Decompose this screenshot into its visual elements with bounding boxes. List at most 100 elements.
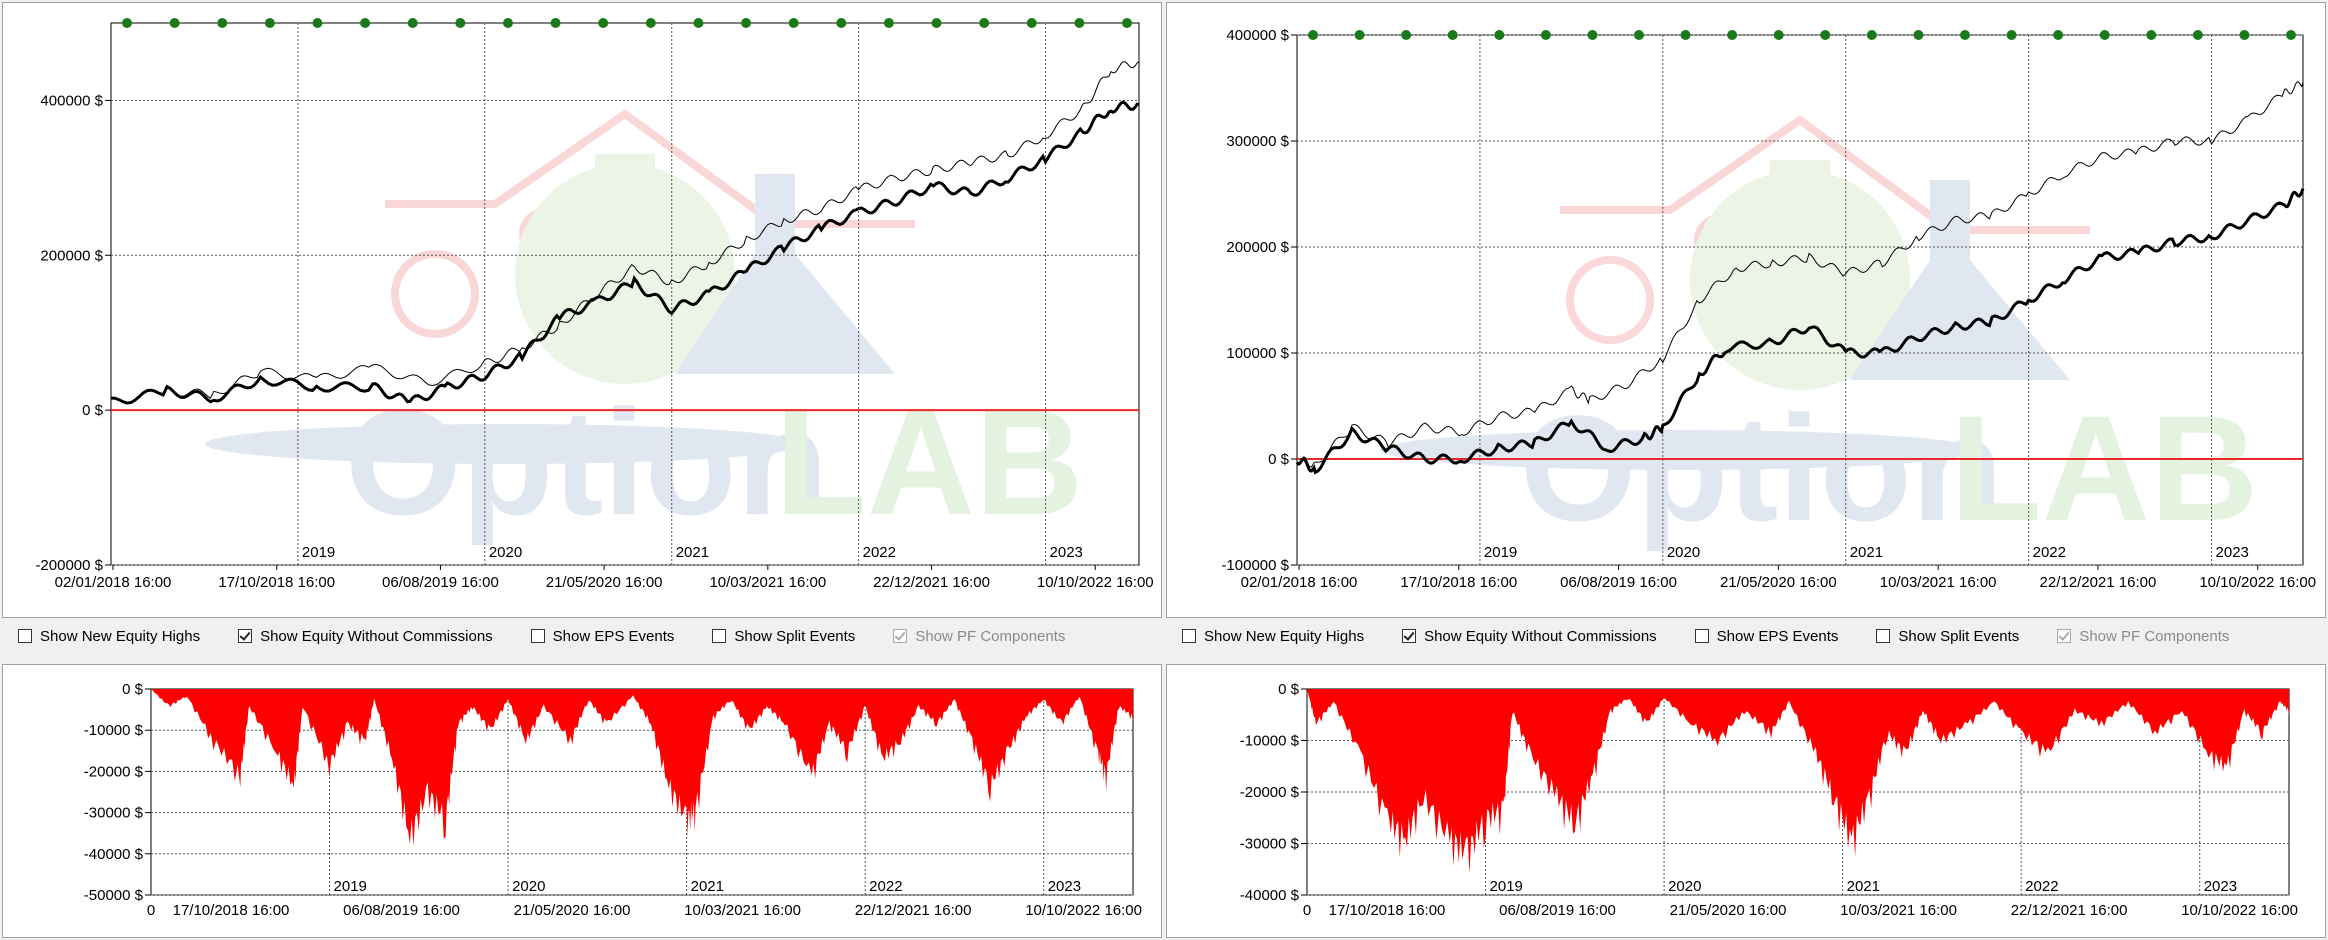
checkbox-new-equity-highs[interactable]: Show New Equity Highs xyxy=(18,628,200,645)
checkbox-box[interactable] xyxy=(18,629,32,643)
checkbox-new-equity-highs[interactable]: Show New Equity Highs xyxy=(1182,628,1364,645)
equity-without-commissions-line xyxy=(110,61,1140,404)
event-marker xyxy=(502,18,513,28)
y-tick-label: -40000 $ xyxy=(1240,887,1300,904)
event-marker xyxy=(2006,30,2017,40)
checkbox-split-events[interactable]: Show Split Events xyxy=(1876,628,2019,645)
year-label: 2021 xyxy=(1850,544,1883,561)
y-tick-label: -50000 $ xyxy=(84,887,144,904)
year-label: 2019 xyxy=(334,878,367,895)
y-tick-label: -200000 $ xyxy=(35,557,103,574)
drawdown-chart-right: 0 $ -10000 $ -20000 $ -30000 $ -40000 $ 2019 2… xyxy=(1240,681,2298,919)
year-label: 2020 xyxy=(489,544,522,561)
event-marker xyxy=(2146,30,2157,40)
watermark-beaker xyxy=(675,174,895,374)
y-tick-label: 300000 $ xyxy=(1226,133,1289,150)
event-marker xyxy=(1913,30,1924,40)
event-marker xyxy=(693,18,704,28)
y-tick-label: 0 $ xyxy=(82,402,104,419)
checkbox-label: Show PF Components xyxy=(2079,627,2230,645)
event-marker xyxy=(2099,30,2110,40)
watermark-flask xyxy=(1690,170,1910,390)
x-tick-label: 10/10/2022 16:00 xyxy=(1037,574,1154,591)
event-marker xyxy=(2053,30,2064,40)
event-marker xyxy=(1122,18,1132,28)
watermark-node xyxy=(519,208,571,260)
x-tick-label: 22/12/2021 16:00 xyxy=(855,902,972,919)
event-marker xyxy=(1354,30,1365,40)
event-marker xyxy=(1634,30,1644,40)
x-tick-label: 17/10/2018 16:00 xyxy=(1400,574,1517,591)
year-label: 2021 xyxy=(1847,878,1880,895)
event-marker xyxy=(883,18,894,28)
checkbox-label: Show EPS Events xyxy=(552,627,675,645)
checkbox-box[interactable] xyxy=(238,629,253,643)
event-marker xyxy=(1866,30,1877,40)
equity-without-commissions-line xyxy=(1296,81,2304,468)
x-tick-label: 10/03/2021 16:00 xyxy=(1880,574,1997,591)
x-tick-label: 10/10/2022 16:00 xyxy=(2181,902,2298,919)
watermark-roof xyxy=(385,109,915,228)
equity-line xyxy=(110,100,1139,405)
checkbox-eps-events[interactable]: Show EPS Events xyxy=(530,627,675,645)
event-marker xyxy=(1727,30,1738,40)
year-label: 2019 xyxy=(302,544,335,561)
y-tick-label: -20000 $ xyxy=(1240,784,1300,801)
year-label: 2020 xyxy=(1667,544,1700,561)
event-marker xyxy=(1074,18,1085,28)
event-marker xyxy=(2286,30,2296,40)
watermark-node xyxy=(1694,214,1746,266)
checkbox-box[interactable] xyxy=(1694,629,1709,643)
event-marker xyxy=(312,18,323,28)
watermark-flask xyxy=(515,164,735,384)
checkbox-label: Show Equity Without Commissions xyxy=(260,627,493,645)
x-tick-label: 21/05/2020 16:00 xyxy=(1720,574,1837,591)
checkbox-box[interactable] xyxy=(1182,629,1196,643)
y-tick-label: 0 $ xyxy=(1278,681,1300,698)
event-marker xyxy=(550,18,561,28)
x-tick-label: 06/08/2019 16:00 xyxy=(1499,902,1616,919)
checkbox-equity-without-commissions[interactable]: Show Equity Without Commissions xyxy=(238,628,493,645)
checkbox-box[interactable] xyxy=(712,629,727,643)
checkbox-box[interactable] xyxy=(530,629,545,643)
y-tick-label: -20000 $ xyxy=(84,763,144,780)
year-label: 2023 xyxy=(1050,544,1083,561)
year-label: 2023 xyxy=(1048,878,1081,895)
event-marker xyxy=(407,18,418,28)
event-marker xyxy=(360,18,371,28)
event-marker xyxy=(2192,30,2203,40)
event-marker xyxy=(2239,30,2250,40)
checkbox-split-events[interactable]: Show Split Events xyxy=(712,628,855,645)
event-marker xyxy=(1494,30,1505,40)
x-tick-label: 22/12/2021 16:00 xyxy=(2011,902,2128,919)
checkbox-label: Show Split Events xyxy=(734,627,856,645)
checkbox-equity-without-commissions[interactable]: Show Equity Without Commissions xyxy=(1402,628,1657,645)
options-bar-left: Show New Equity Highs Show Equity Withou… xyxy=(4,618,1160,654)
checkbox-box[interactable] xyxy=(1402,629,1417,643)
x-tick-label: 22/12/2021 16:00 xyxy=(2040,574,2157,591)
year-label: 2022 xyxy=(863,544,896,561)
event-marker xyxy=(1447,30,1458,40)
y-tick-label: 100000 $ xyxy=(1226,345,1289,362)
event-marker xyxy=(1540,30,1551,40)
checkbox-box[interactable] xyxy=(1876,629,1891,643)
checkbox-label: Show Split Events xyxy=(1898,627,2020,645)
x-tick-label: 0 xyxy=(147,902,155,919)
event-marker xyxy=(1960,30,1970,40)
event-marker xyxy=(598,18,609,28)
checkbox-eps-events[interactable]: Show EPS Events xyxy=(1694,627,1839,645)
year-label: 2021 xyxy=(676,544,709,561)
drawdown-area xyxy=(151,689,1133,847)
y-tick-label: -10000 $ xyxy=(1240,733,1300,750)
year-label: 2022 xyxy=(2025,878,2058,895)
watermark-text-lab: LAB xyxy=(1950,384,2258,552)
x-tick-label: 06/08/2019 16:00 xyxy=(343,902,460,919)
year-label: 2022 xyxy=(2033,544,2066,561)
event-marker xyxy=(169,18,180,28)
x-tick-label: 21/05/2020 16:00 xyxy=(1670,902,1787,919)
checkbox-pf-components: Show PF Components xyxy=(893,628,1065,645)
checkbox-label: Show EPS Events xyxy=(1716,627,1839,645)
